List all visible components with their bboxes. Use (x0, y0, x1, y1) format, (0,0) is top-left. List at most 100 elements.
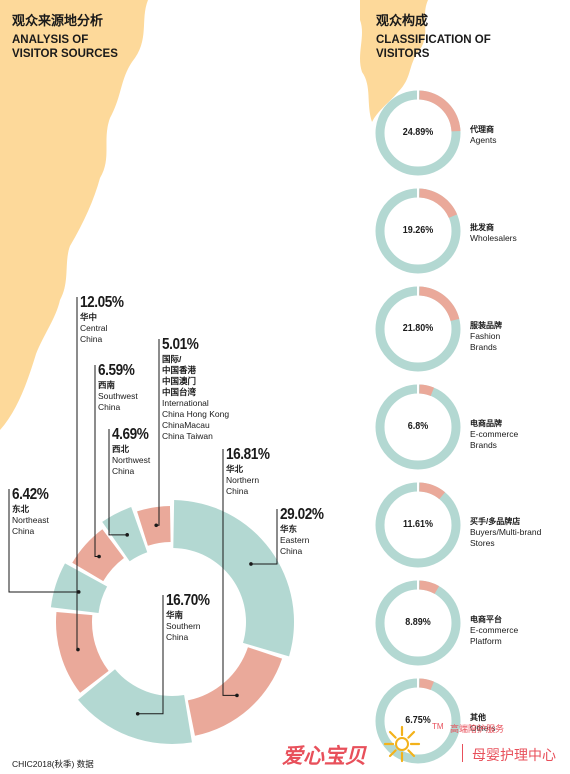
class-value-5: 8.89% (405, 617, 431, 628)
source-slice-4 (50, 563, 108, 614)
leader-line-0 (250, 509, 278, 565)
class-name-cn: 电商平台 (470, 615, 502, 624)
class-label-4: 买手/多品牌店 Buyers/Multi-brand Stores (470, 516, 541, 549)
class-label-6: 其他 Others (470, 712, 496, 734)
class-name-en: Buyers/Multi-brand (470, 527, 542, 537)
source-name-en: China (12, 526, 35, 536)
class-ring-1 (375, 187, 461, 274)
class-ring-4 (375, 481, 461, 568)
watermark-slogan: 高端陪护服务 (450, 724, 505, 734)
class-ring-6 (375, 677, 461, 764)
class-label-2: 服装品牌 Fashion Brands (470, 320, 502, 353)
source-name-cn: 华东 (280, 524, 298, 534)
leader-dot-1 (235, 693, 239, 698)
source-name-cn: 国际/ (162, 354, 182, 364)
class-name-en: Agents (470, 135, 497, 145)
class-name-en: Platform (470, 636, 502, 646)
class-ring-fill (419, 678, 434, 690)
source-name-en: Central (80, 323, 108, 333)
source-name-en: China (280, 546, 303, 556)
source-name-en: China Hong Kong (162, 409, 230, 419)
source-label-3: 12.05% 华中 Central China (80, 294, 131, 345)
class-name-cn: 服装品牌 (470, 321, 502, 330)
source-name-cn: 华北 (226, 464, 244, 474)
class-label-1: 批发商 Wholesalers (470, 222, 517, 244)
source-name-en: Northwest (112, 455, 151, 465)
source-name-en: ChinaMacau (162, 420, 210, 430)
left-title-en-line-1: ANALYSIS OF (12, 34, 89, 46)
leader-line-1 (222, 449, 237, 696)
leader-line-2 (137, 595, 164, 715)
source-label-6: 4.69% 西北 Northwest China (112, 426, 155, 477)
leader-dot-6 (125, 533, 129, 537)
watermark-brand: 爱心宝贝 (282, 745, 366, 768)
class-label-0: 代理商 Agents (470, 124, 496, 146)
footer-note: CHIC2018(秋季) 数据 (12, 759, 94, 769)
source-label-1: 16.81% 华北 Northern China (226, 446, 277, 497)
source-name-en: Eastern (280, 535, 310, 545)
watermark-tm: TM (432, 722, 444, 731)
right-title-en-line-2: VISITORS (376, 48, 430, 60)
source-value: 5.01% (162, 336, 199, 353)
source-value: 4.69% (112, 426, 149, 443)
source-label-5: 6.59% 西南 Southwest China (98, 362, 141, 413)
source-name-en: Southwest (98, 391, 138, 401)
source-name-cn: 中国台湾 (162, 387, 197, 397)
leader-line-4 (8, 489, 79, 593)
source-name-cn: 华南 (166, 610, 184, 620)
source-name-cn: 中国澳门 (162, 376, 197, 386)
source-slice-3 (55, 611, 109, 693)
watermark-sub: 母婴护理中心 (472, 747, 556, 763)
class-ring-3 (375, 383, 461, 470)
left-title-en: ANALYSIS OF VISITOR SOURCES (12, 33, 118, 61)
class-name-en: Brands (470, 342, 497, 352)
source-name-en: China (166, 632, 189, 642)
leader-dot-7 (154, 523, 159, 528)
source-name-en: China (112, 466, 135, 476)
class-name-cn: 批发商 (470, 223, 494, 232)
source-label-4: 6.42% 东北 Northeast China (12, 486, 55, 537)
source-value: 6.42% (12, 486, 49, 503)
source-name-en: China Taiwan (162, 431, 213, 441)
watermark-logo-icon (383, 725, 421, 763)
source-value: 12.05% (80, 294, 124, 311)
leader-dot-0 (249, 562, 253, 566)
class-value-3: 6.8% (407, 421, 429, 432)
right-title-cn: 观众构成 (376, 13, 429, 28)
left-title-en-line-2: VISITOR SOURCES (12, 48, 118, 60)
leader-dot-4 (76, 590, 81, 594)
source-slice-2 (78, 669, 192, 744)
source-label-2: 16.70% 华南 Southern China (166, 592, 217, 643)
source-name-en: China (98, 402, 121, 412)
source-slice-6 (102, 507, 148, 562)
class-name-en: Others (470, 723, 496, 733)
source-value: 29.02% (280, 506, 324, 523)
class-value-6: 6.75% (405, 715, 431, 726)
source-name-en: Southern (166, 621, 201, 631)
source-slice-1 (187, 647, 283, 736)
source-name-en: International (162, 398, 209, 408)
class-name-cn: 买手/多品牌店 (470, 517, 521, 526)
source-label-7: 5.01% 国际/中国香港 中国澳门 中国台湾 International China H… (162, 336, 229, 442)
source-name-en: China (80, 334, 103, 344)
source-slice-0 (173, 500, 294, 657)
leader-dot-3 (76, 647, 80, 652)
class-label-5: 电商平台 E-commerce Platform (470, 614, 518, 647)
source-slice-7 (137, 506, 171, 546)
class-name-en: Wholesalers (470, 233, 517, 243)
source-name-cn: 东北 (12, 504, 30, 514)
class-ring-5 (375, 579, 461, 666)
class-name-en: E-commerce (470, 625, 519, 635)
class-ring-fill (419, 482, 446, 500)
class-ring-fill (419, 188, 458, 218)
class-label-3: 电商品牌 E-commerce Brands (470, 418, 518, 451)
class-value-0: 24.89% (402, 127, 434, 138)
source-value: 6.59% (98, 362, 135, 379)
class-name-en: Brands (470, 440, 497, 450)
class-ring-fill (419, 286, 460, 322)
watermark-divider (462, 744, 463, 762)
source-value: 16.70% (166, 592, 210, 609)
leader-dot-5 (97, 554, 101, 559)
